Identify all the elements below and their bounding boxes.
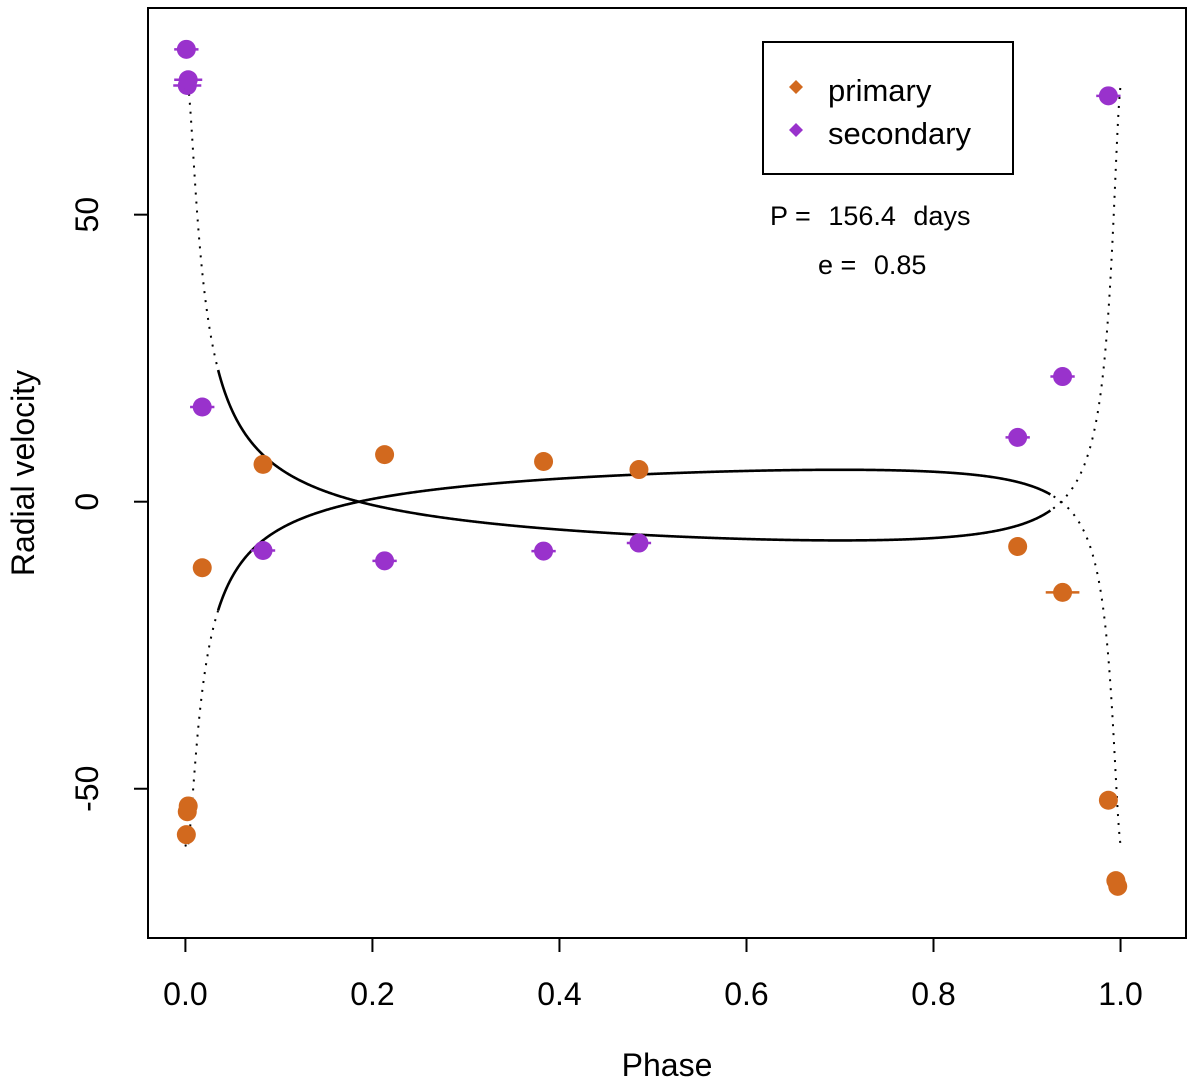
data-point-primary (176, 825, 196, 845)
x-tick-label: 1.0 (1098, 976, 1142, 1012)
data-point-secondary (192, 397, 212, 417)
period-label: P = (770, 201, 811, 231)
data-point-primary (1053, 582, 1073, 602)
data-point-primary (629, 460, 649, 480)
data-point-secondary (1098, 86, 1118, 106)
data-point-primary (253, 454, 273, 474)
data-point-primary (1008, 536, 1028, 556)
data-points (173, 39, 1128, 896)
legend-label-primary: primary (828, 73, 932, 108)
data-point-primary (178, 796, 198, 816)
period-value: 156.4 (828, 201, 896, 231)
legend-marker-secondary (789, 123, 803, 137)
x-tick-label: 0.0 (163, 976, 207, 1012)
x-tick-label: 0.4 (537, 976, 581, 1012)
data-point-primary (375, 445, 395, 465)
orbit-annotation: P = 156.4 days e = 0.85 (770, 201, 970, 280)
y-tick-label: 50 (69, 197, 105, 233)
model-curve-dotted-end-primary (1045, 491, 1122, 845)
x-tick-label: 0.2 (350, 976, 394, 1012)
y-tick-label: 0 (69, 493, 105, 511)
legend: primary secondary (762, 41, 1014, 175)
data-point-secondary (178, 70, 198, 90)
period-unit: days (913, 201, 970, 231)
data-point-secondary (1053, 367, 1073, 387)
orbit-curves (184, 79, 1122, 851)
y-tick-label: -50 (69, 766, 105, 812)
x-tick-label: 0.8 (911, 976, 955, 1012)
x-axis-title: Phase (622, 1047, 713, 1083)
eccentricity-annotation: e = 0.85 (818, 250, 926, 280)
legend-label-secondary: secondary (828, 116, 972, 151)
data-point-primary (1098, 790, 1118, 810)
x-tick-label: 0.6 (724, 976, 768, 1012)
data-point-secondary (629, 533, 649, 553)
legend-marker-primary (789, 80, 803, 94)
data-point-secondary (253, 541, 273, 560)
data-point-primary (192, 558, 212, 578)
x-axis: 0.0 0.2 0.4 0.6 0.8 1.0 (163, 937, 1143, 1012)
ecc-label: e = (818, 250, 856, 280)
model-curve-secondary (216, 369, 1052, 542)
legend-box (762, 41, 1014, 175)
model-curve-dotted-secondary (184, 79, 224, 387)
model-curve-dotted-end-secondary (1045, 86, 1122, 515)
y-axis-title: Radial velocity (5, 370, 41, 576)
data-point-secondary (534, 541, 554, 561)
data-point-secondary (176, 39, 196, 59)
ecc-value: 0.85 (874, 250, 927, 280)
data-point-secondary (1008, 427, 1028, 447)
data-point-secondary (375, 551, 395, 571)
y-axis: -50 0 50 (69, 197, 149, 812)
period-annotation: P = 156.4 days (770, 201, 970, 231)
data-point-primary (534, 452, 554, 472)
data-point-primary (1108, 876, 1128, 896)
